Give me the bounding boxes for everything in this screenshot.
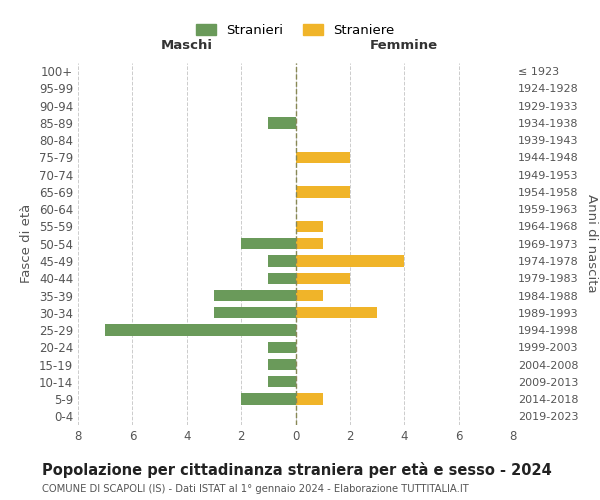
Bar: [296, 221, 323, 232]
Text: COMUNE DI SCAPOLI (IS) - Dati ISTAT al 1° gennaio 2024 - Elaborazione TUTTITALIA: COMUNE DI SCAPOLI (IS) - Dati ISTAT al 1…: [42, 484, 469, 494]
Bar: [296, 272, 350, 284]
Bar: [296, 290, 323, 301]
Y-axis label: Anni di nascita: Anni di nascita: [585, 194, 598, 293]
Bar: [214, 290, 296, 301]
Text: Femmine: Femmine: [370, 39, 439, 52]
Bar: [241, 394, 296, 404]
Bar: [105, 324, 296, 336]
Bar: [268, 342, 296, 353]
Bar: [296, 238, 323, 250]
Legend: Stranieri, Straniere: Stranieri, Straniere: [191, 18, 400, 42]
Bar: [296, 307, 377, 318]
Text: Maschi: Maschi: [161, 39, 213, 52]
Y-axis label: Fasce di età: Fasce di età: [20, 204, 34, 284]
Bar: [268, 359, 296, 370]
Bar: [268, 272, 296, 284]
Bar: [296, 152, 350, 163]
Bar: [268, 256, 296, 266]
Bar: [268, 376, 296, 388]
Text: Popolazione per cittadinanza straniera per età e sesso - 2024: Popolazione per cittadinanza straniera p…: [42, 462, 552, 478]
Bar: [296, 256, 404, 266]
Bar: [296, 186, 350, 198]
Bar: [241, 238, 296, 250]
Bar: [296, 394, 323, 404]
Bar: [214, 307, 296, 318]
Bar: [268, 118, 296, 128]
